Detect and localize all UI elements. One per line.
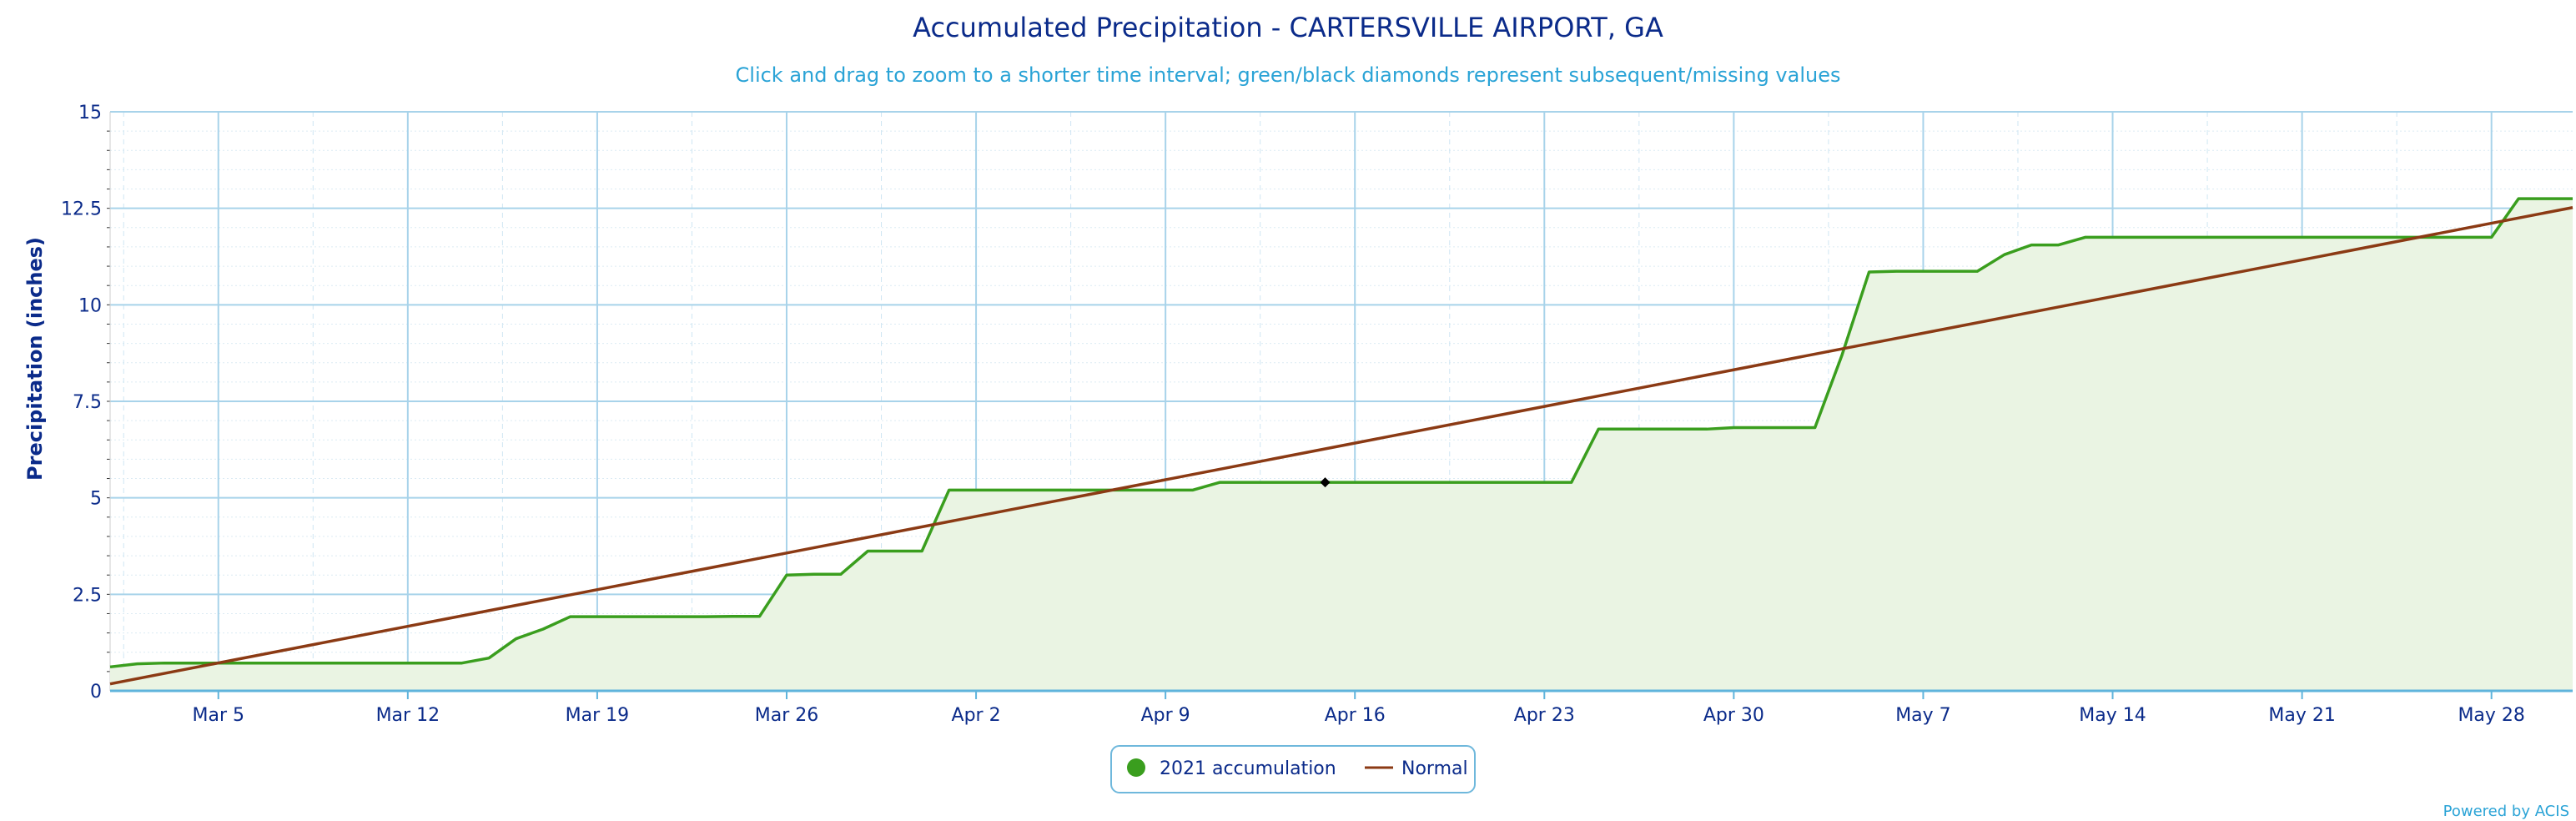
x-tick-label: Mar 26 <box>755 705 819 726</box>
x-tick-label: Mar 12 <box>376 705 440 726</box>
legend[interactable]: 2021 accumulation Normal <box>1110 745 1476 793</box>
y-tick-label: 5 <box>90 489 102 510</box>
y-tick-label: 2.5 <box>73 585 102 606</box>
y-tick-label: 7.5 <box>73 392 102 413</box>
x-tick-label: Apr 16 <box>1325 705 1386 726</box>
x-tick-label: Apr 30 <box>1703 705 1764 726</box>
powered-by-credit[interactable]: Powered by ACIS <box>2443 803 2569 820</box>
x-tick-label: Apr 2 <box>952 705 1001 726</box>
x-tick-label: May 14 <box>2079 705 2146 726</box>
chart-subtitle: Click and drag to zoom to a shorter time… <box>736 63 1841 87</box>
x-tick-label: May 28 <box>2458 705 2524 726</box>
x-tick-label: Mar 19 <box>566 705 630 726</box>
legend-series-1-label: 2021 accumulation <box>1160 758 1336 779</box>
x-tick-label: Apr 9 <box>1141 705 1190 726</box>
missing-value-marker <box>1320 477 1331 488</box>
legend-series-1-icon <box>1127 758 1145 777</box>
y-tick-label: 0 <box>90 682 102 703</box>
x-tick-label: Mar 5 <box>193 705 245 726</box>
legend-item-normal[interactable]: Normal <box>1365 758 1468 779</box>
x-tick-label: Apr 23 <box>1514 705 1575 726</box>
y-tick-label: 10 <box>78 295 102 316</box>
y-axis-label: Precipitation (inches) <box>23 237 47 481</box>
accumulation-area <box>110 199 2573 692</box>
accumulation-line <box>109 197 2573 669</box>
legend-item-2021[interactable]: 2021 accumulation <box>1127 758 1336 779</box>
plot-area[interactable]: 0 2.5 5 7.5 10 12.5 15 Mar 5 Mar 12 Mar 19 Mar 26 A… <box>61 103 2573 726</box>
chart-title: Accumulated Precipitation - CARTERSVILLE… <box>913 12 1663 43</box>
legend-box <box>1110 745 1476 793</box>
x-tick-label: May 21 <box>2268 705 2335 726</box>
legend-series-2-label: Normal <box>1401 758 1468 779</box>
y-tick-label: 12.5 <box>61 199 102 220</box>
normal-line <box>109 206 2573 686</box>
x-tick-label: May 7 <box>1895 705 1950 726</box>
y-tick-label: 15 <box>78 103 102 123</box>
